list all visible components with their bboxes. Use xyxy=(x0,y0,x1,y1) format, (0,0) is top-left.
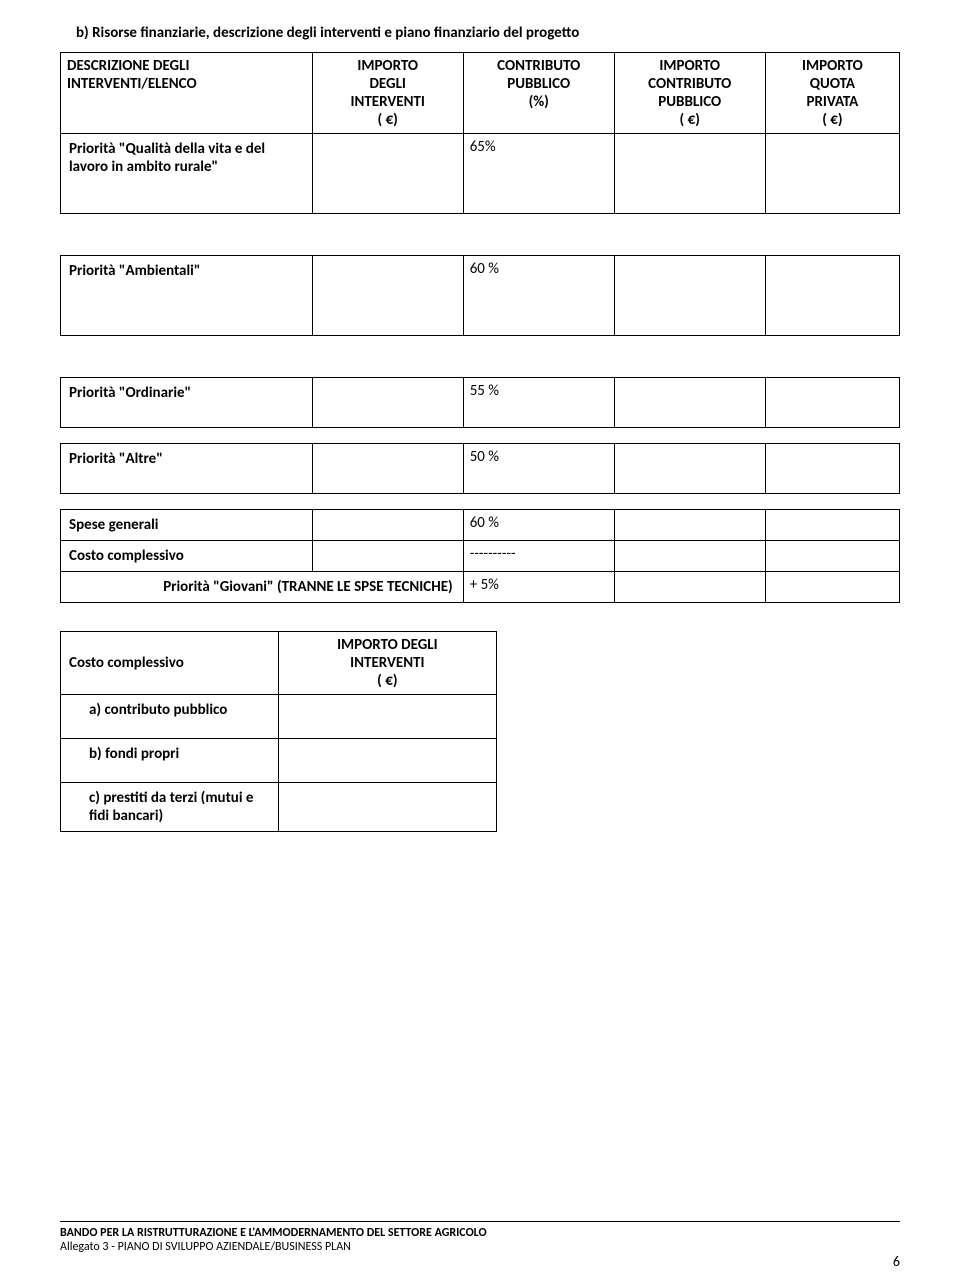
header-importo: IMPORTO DEGLIINTERVENTI( €) xyxy=(278,632,496,695)
row-cell xyxy=(614,378,765,428)
row-pct: 60 % xyxy=(463,256,614,336)
row-cell xyxy=(765,256,899,336)
table-row: c) prestiti da terzi (mutui e fidi banca… xyxy=(61,783,497,832)
row-cell xyxy=(312,134,463,214)
row-cell xyxy=(278,783,496,832)
table-row: Priorità "Altre" 50 % xyxy=(61,444,900,494)
finance-table: DESCRIZIONE DEGLIINTERVENTI/ELENCO IMPOR… xyxy=(60,52,900,603)
row-pct: 65% xyxy=(463,134,614,214)
footer-divider xyxy=(60,1221,900,1222)
footer-line2: Allegato 3 - PIANO DI SVILUPPO AZIENDALE… xyxy=(60,1240,900,1254)
row-label: c) prestiti da terzi (mutui e fidi banca… xyxy=(61,783,279,832)
row-label: a) contributo pubblico xyxy=(61,695,279,739)
header-importo-interventi: IMPORTODEGLIINTERVENTI( €) xyxy=(312,53,463,134)
table-row: Priorità "Qualità della vita e del lavor… xyxy=(61,134,900,214)
table-row: Costo complessivo ---------- xyxy=(61,541,900,572)
row-cell xyxy=(614,134,765,214)
table-row: Spese generali 60 % xyxy=(61,510,900,541)
row-label: b) fondi propri xyxy=(61,739,279,783)
row-cell xyxy=(614,444,765,494)
row-cell xyxy=(765,378,899,428)
row-cell xyxy=(765,134,899,214)
table-row: Priorità "Ambientali" 60 % xyxy=(61,256,900,336)
row-label: Costo complessivo xyxy=(61,541,313,572)
row-label: Priorità "Altre" xyxy=(61,444,313,494)
row-label: Priorità "Ambientali" xyxy=(61,256,313,336)
header-contributo-pct: CONTRIBUTOPUBBLICO(%) xyxy=(463,53,614,134)
row-cell xyxy=(312,541,463,572)
row-cell xyxy=(312,444,463,494)
row-label: Priorità "Ordinarie" xyxy=(61,378,313,428)
header-descrizione: DESCRIZIONE DEGLIINTERVENTI/ELENCO xyxy=(61,53,313,134)
table-row: Costo complessivo IMPORTO DEGLIINTERVENT… xyxy=(61,632,497,695)
row-pct: ---------- xyxy=(463,541,614,572)
page-number: 6 xyxy=(893,1253,900,1270)
row-cell xyxy=(765,541,899,572)
row-cell xyxy=(765,510,899,541)
footer-line1: BANDO PER LA RISTRUTTURAZIONE E L'AMMODE… xyxy=(60,1226,900,1240)
row-cell xyxy=(765,444,899,494)
section-title: b) Risorse finanziarie, descrizione degl… xyxy=(76,24,900,42)
row-cell xyxy=(614,572,765,603)
row-cell xyxy=(278,695,496,739)
row-label: Costo complessivo xyxy=(61,632,279,695)
row-cell xyxy=(312,510,463,541)
row-cell xyxy=(278,739,496,783)
cost-summary-table: Costo complessivo IMPORTO DEGLIINTERVENT… xyxy=(60,631,497,832)
row-pct: 60 % xyxy=(463,510,614,541)
row-label: Priorità "Giovani" (TRANNE LE SPSE TECNI… xyxy=(61,572,464,603)
table-row: b) fondi propri xyxy=(61,739,497,783)
row-label: Priorità "Qualità della vita e del lavor… xyxy=(61,134,313,214)
table-header-row: DESCRIZIONE DEGLIINTERVENTI/ELENCO IMPOR… xyxy=(61,53,900,134)
row-cell xyxy=(614,510,765,541)
page-footer: BANDO PER LA RISTRUTTURAZIONE E L'AMMODE… xyxy=(60,1221,900,1254)
table-row: a) contributo pubblico xyxy=(61,695,497,739)
row-cell xyxy=(312,256,463,336)
row-cell xyxy=(765,572,899,603)
row-cell xyxy=(614,541,765,572)
table-row: Priorità "Giovani" (TRANNE LE SPSE TECNI… xyxy=(61,572,900,603)
row-pct: + 5% xyxy=(463,572,614,603)
row-cell xyxy=(614,256,765,336)
header-importo-contributo: IMPORTOCONTRIBUTOPUBBLICO( €) xyxy=(614,53,765,134)
row-pct: 50 % xyxy=(463,444,614,494)
header-quota-privata: IMPORTOQUOTAPRIVATA( €) xyxy=(765,53,899,134)
table-row: Priorità "Ordinarie" 55 % xyxy=(61,378,900,428)
row-cell xyxy=(312,378,463,428)
row-pct: 55 % xyxy=(463,378,614,428)
row-label: Spese generali xyxy=(61,510,313,541)
